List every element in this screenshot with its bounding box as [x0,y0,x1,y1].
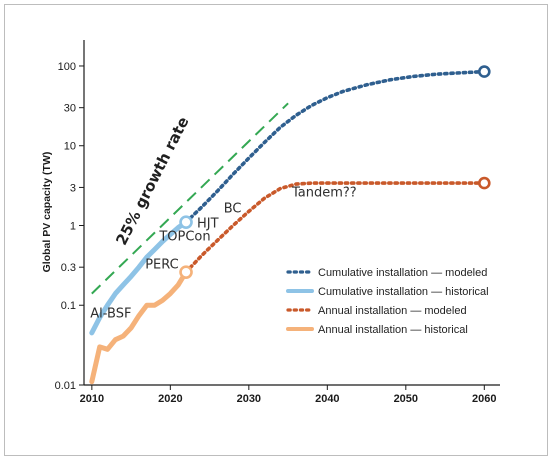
chart-frame [4,4,548,456]
series-end-marker-2 [478,176,491,190]
y-tick-label: 0.1 [61,300,76,312]
y-tick-label: 0.3 [61,262,76,274]
annotation-label: Al-BSF [90,307,131,322]
series-end-marker-1 [179,215,193,229]
x-ticks: 2010 2020 2030 2040 2050 2060 [80,385,497,405]
series-layer [89,65,491,385]
annotation-label: TOPCon [158,229,210,244]
y-ticks: 0.01 0.1 0.3 1 3 10 30 100 [55,61,84,392]
series-line-2 [184,181,487,274]
x-tick-label: 2040 [315,393,339,405]
annotation-label: HJT [197,216,219,231]
legend-label: Annual installation — historical [318,324,468,336]
axes [83,40,500,386]
series-end-marker-3 [179,265,193,279]
y-axis-label: Global PV capacity (TW) [41,152,53,273]
x-tick-label: 2050 [394,393,418,405]
series-line-0 [184,69,487,224]
x-tick-label: 2010 [80,393,104,405]
legend-label: Annual installation — modeled [318,305,467,317]
series-end-marker-0 [478,65,491,78]
annotation-label: Tandem?? [291,186,357,201]
series-line-3 [89,269,189,385]
series-line-4 [91,102,289,295]
x-tick-label: 2030 [237,393,261,405]
annotations-layer: 25% growth rateAl-BSFPERCTOPConHJTBCTand… [90,114,356,322]
y-tick-label: 0.01 [55,380,76,392]
y-tick-label: 3 [70,182,76,194]
y-tick-label: 30 [64,103,76,115]
x-tick-label: 2020 [158,393,182,405]
y-tick-label: 1 [70,220,76,232]
annotation-label: PERC [145,257,179,272]
legend: Cumulative installation — modeled Cumulat… [286,267,489,336]
y-tick-label: 100 [58,61,76,73]
legend-label: Cumulative installation — historical [318,286,489,298]
y-tick-label: 10 [64,141,76,153]
x-tick-label: 2060 [472,393,496,405]
legend-label: Cumulative installation — modeled [318,267,487,279]
series-line-1 [89,219,189,336]
annotation-label: BC [224,202,242,217]
